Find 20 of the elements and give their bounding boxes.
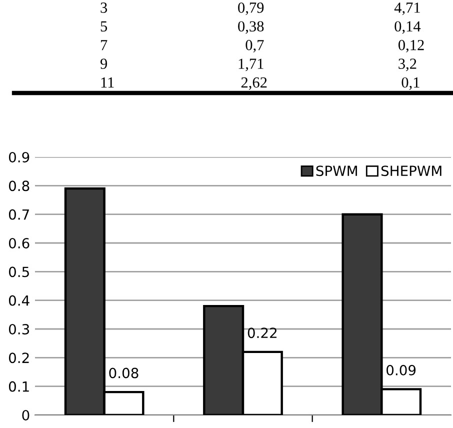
y-tick-label: 0.1	[8, 381, 29, 392]
text: 5 0,38 0,14	[100, 21, 421, 34]
y-tick-label: 0	[22, 410, 30, 420]
y-tick-label: 0.5	[8, 266, 29, 278]
y-tick-label: 0.6	[8, 238, 30, 248]
text: 11 2,62 0,1	[101, 77, 420, 90]
y-tick-label: 0.8	[8, 180, 30, 192]
text: 7 0,7 0,12	[101, 40, 424, 52]
y-tick-label: 0.7	[8, 209, 29, 220]
legend-label: SPWM	[316, 166, 357, 176]
y-tick-label: 0.2	[8, 352, 29, 364]
y-tick-label: 0.4	[8, 295, 30, 306]
legend-label: SHEPWM	[381, 166, 442, 176]
data-label: 0.08	[109, 368, 138, 378]
text: 3 0,79 4,71	[100, 2, 420, 16]
y-tick-label: 0.9	[8, 152, 30, 162]
y-tick-label: 0.3	[8, 324, 30, 334]
data-label: 0.09	[386, 364, 416, 376]
text: 9 1,71 3,2	[100, 58, 416, 72]
data-label: 0.22	[248, 328, 276, 338]
